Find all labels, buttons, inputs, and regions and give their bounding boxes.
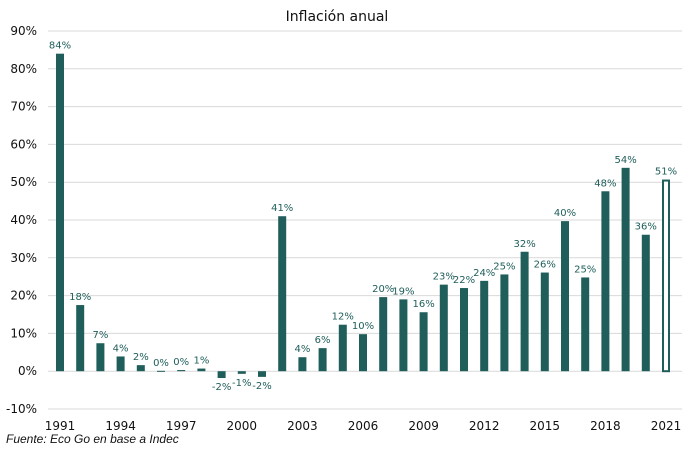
bar-1997 [177, 370, 186, 372]
bar-2001 [258, 371, 266, 377]
bar-2000 [237, 371, 246, 374]
bar-2004 [318, 348, 327, 372]
x-tick-label: 2015 [530, 419, 561, 433]
bar-1994 [116, 356, 125, 372]
y-tick-label: 60% [10, 137, 37, 151]
bar-1993 [96, 343, 105, 372]
data-label-1993: 7% [92, 330, 108, 341]
x-tick-label: 2012 [469, 419, 500, 433]
data-labels: 84% 18% 7% 4% 2% 0% 0% 1% -2% -1% -2% 41% 4% 6% 12%10%… [49, 41, 677, 393]
chart-title: Inflación anual [286, 9, 389, 25]
data-label-2016: 40% [554, 208, 576, 219]
x-tick-label: 1997 [166, 419, 197, 433]
data-label-2018: 48% [594, 178, 616, 189]
bar-2018 [601, 191, 610, 372]
x-tick-label: 2003 [287, 419, 318, 433]
data-label-1997: 0% [173, 357, 189, 368]
data-label-2006: 10% [352, 321, 374, 332]
data-label-2017: 25% [574, 264, 596, 275]
data-label-2003: 4% [294, 344, 310, 355]
bar-2014 [520, 251, 529, 372]
bars [56, 53, 670, 379]
x-tick-label: 2000 [227, 419, 258, 433]
data-label-2002: 41% [271, 203, 293, 214]
data-label-1998: 1% [193, 356, 209, 367]
y-axis-ticks: -10% 0% 10% 20% 30% 40% 50% 60% 70% 80% 90% [6, 24, 37, 416]
bar-2010 [439, 284, 448, 372]
bar-1996 [157, 370, 165, 372]
bar-2020 [641, 234, 650, 372]
data-label-2012: 24% [473, 268, 495, 279]
gridlines [48, 30, 682, 410]
data-label-2005: 12% [332, 312, 354, 323]
bar-2011 [460, 288, 468, 372]
data-label-2008: 19% [392, 286, 414, 297]
bar-1998 [197, 368, 206, 372]
bar-1992 [76, 305, 85, 372]
y-tick-label: 40% [10, 213, 37, 227]
bar-2009 [419, 312, 428, 372]
y-tick-label: 10% [10, 326, 37, 340]
data-label-1996: 0% [153, 358, 169, 369]
bar-2016 [561, 221, 569, 372]
bar-1999 [217, 371, 226, 379]
x-tick-label: 2018 [590, 419, 621, 433]
data-label-2020: 36% [635, 222, 657, 233]
data-label-1995: 2% [133, 352, 149, 363]
data-label-2009: 16% [412, 299, 434, 310]
bar-2005 [338, 324, 347, 372]
bar-2007 [379, 297, 388, 372]
x-tick-label: 1994 [105, 419, 136, 433]
bar-2012 [480, 280, 489, 372]
data-label-2014: 32% [513, 239, 535, 250]
source-note: Fuente: Eco Go en base a Indec [6, 432, 179, 446]
bar-1991 [56, 53, 64, 372]
data-label-2001: -2% [252, 381, 271, 392]
x-tick-label: 2006 [348, 419, 379, 433]
y-tick-label: 30% [10, 251, 37, 265]
data-label-2007: 20% [372, 284, 394, 295]
data-label-1994: 4% [113, 343, 129, 354]
bar-2017 [581, 277, 590, 372]
bar-2019 [621, 167, 630, 372]
data-label-2000: -1% [232, 378, 251, 389]
bar-projected-2021 [662, 179, 670, 373]
data-label-1999: -2% [212, 382, 231, 393]
bar-2015 [540, 272, 549, 372]
bar-2006 [359, 334, 367, 372]
bar-2002 [278, 216, 287, 372]
y-tick-label: 70% [10, 100, 37, 114]
data-label-1992: 18% [69, 292, 91, 303]
data-label-2011: 22% [453, 275, 475, 286]
x-axis-ticks: 1991 1994 1997 2000 2003 2006 2009 2012 2015 2018… [45, 419, 682, 433]
y-tick-label: 50% [10, 175, 37, 189]
x-tick-label: 2021 [651, 419, 682, 433]
data-label-2010: 23% [433, 272, 455, 283]
data-label-2019: 54% [614, 155, 636, 166]
data-label-1991: 84% [49, 41, 71, 52]
y-tick-label: 0% [18, 364, 37, 378]
x-tick-label: 2009 [408, 419, 439, 433]
bar-1995 [136, 365, 145, 372]
y-tick-label: 80% [10, 62, 37, 76]
data-label-2013: 25% [493, 261, 515, 272]
bar-2013 [500, 274, 509, 372]
y-tick-label: 90% [10, 24, 37, 38]
y-tick-label: 20% [10, 289, 37, 303]
bar-2008 [399, 299, 408, 372]
x-tick-label: 1991 [45, 419, 76, 433]
y-tick-label: -10% [6, 402, 37, 416]
data-label-2021: 51% [655, 167, 677, 178]
bar-2003 [298, 357, 307, 372]
data-label-2004: 6% [315, 335, 331, 346]
data-label-2015: 26% [534, 260, 556, 271]
